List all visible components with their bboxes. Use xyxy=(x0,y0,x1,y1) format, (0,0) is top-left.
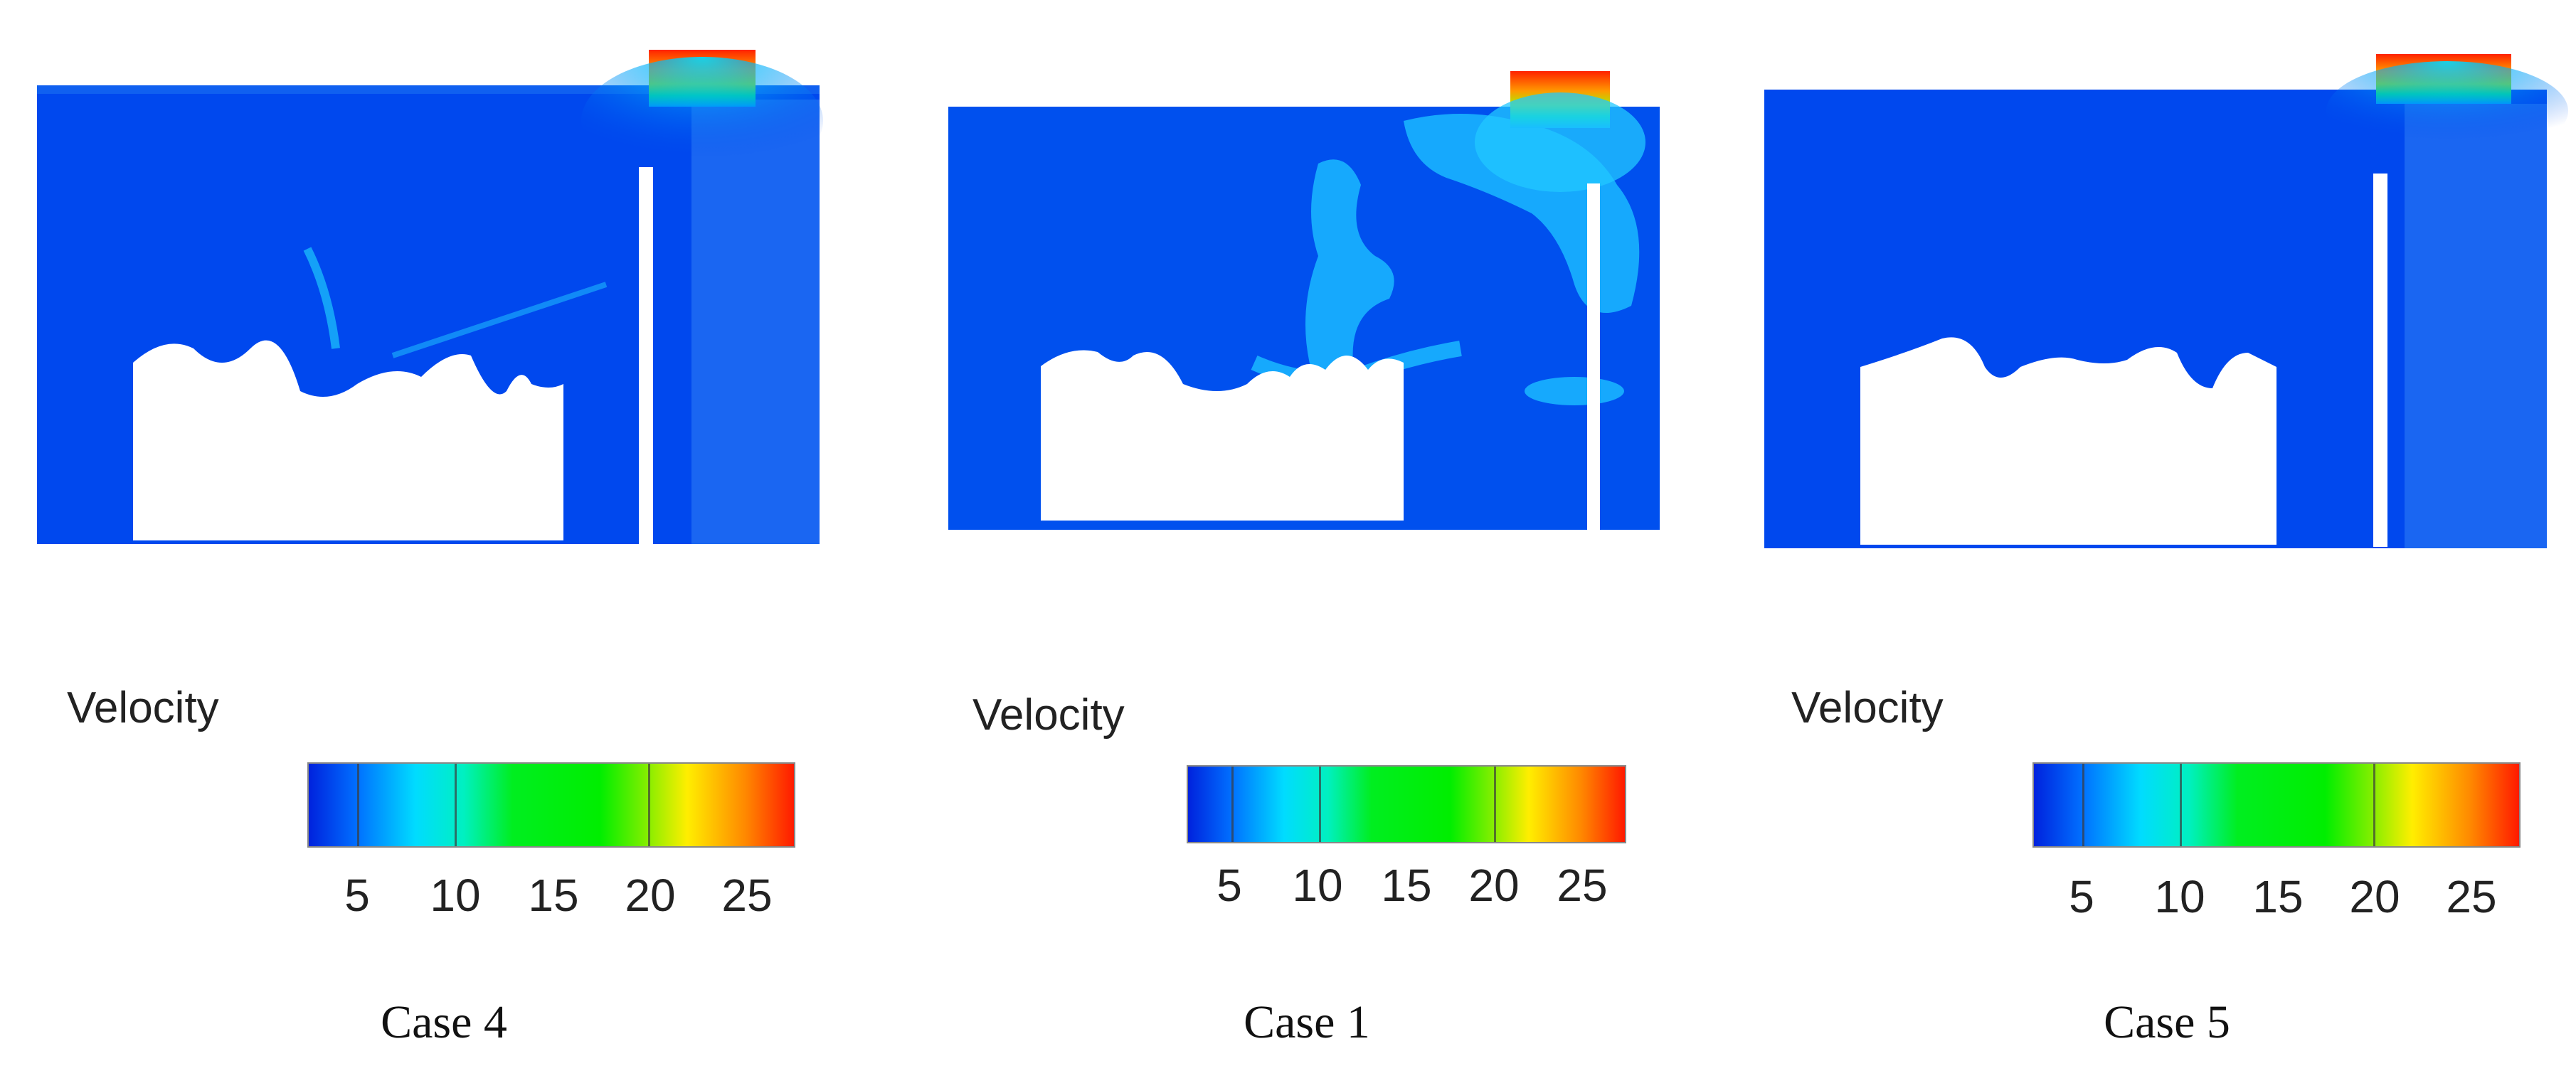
colorbar-tick xyxy=(1493,767,1496,842)
velocity-colorbar xyxy=(307,762,795,848)
colorbar-tick xyxy=(2179,764,2182,846)
case-label: Case 1 xyxy=(1244,996,1370,1048)
colorbar-tick-label: 10 xyxy=(430,870,481,921)
colorbar-tick-label: 20 xyxy=(1468,860,1520,911)
colorbar-tick xyxy=(1231,767,1234,842)
colorbar-tick xyxy=(454,764,457,846)
velocity-label: Velocity xyxy=(67,683,219,732)
velocity-colorbar xyxy=(1187,765,1626,843)
colorbar-tick xyxy=(648,764,651,846)
velocity-label: Velocity xyxy=(1791,683,1944,732)
colorbar-tick xyxy=(2082,764,2085,846)
colorbar-tick-label: 10 xyxy=(2154,871,2205,922)
colorbar-tick-label: 5 xyxy=(344,870,370,921)
colorbar-tick xyxy=(2373,764,2376,846)
panel-case-5: Velocity 5 10 15 20 25 Case 5 xyxy=(1717,0,2576,1088)
case-label: Case 4 xyxy=(381,996,507,1048)
velocity-contour-case-4 xyxy=(37,50,823,544)
velocity-colorbar xyxy=(2032,762,2521,848)
velocity-contour-case-5 xyxy=(1764,54,2568,548)
colorbar-tick-label: 5 xyxy=(1217,860,1242,911)
colorbar-tick xyxy=(1319,767,1322,842)
panel-case-4: Velocity 5 10 15 20 25 Case 4 xyxy=(0,0,859,1088)
colorbar-tick-label: 15 xyxy=(528,870,579,921)
panel-case-1: Velocity 5 10 15 20 25 Case 1 xyxy=(859,0,1717,1088)
colorbar-tick-label: 20 xyxy=(625,870,676,921)
colorbar-tick xyxy=(357,764,360,846)
case-label: Case 5 xyxy=(2104,996,2230,1048)
velocity-label: Velocity xyxy=(972,690,1125,740)
colorbar-tick-label: 10 xyxy=(1292,860,1343,911)
colorbar-tick-label: 25 xyxy=(1557,860,1608,911)
velocity-contour-case-1 xyxy=(948,71,1660,530)
colorbar-tick-label: 25 xyxy=(2446,871,2497,922)
colorbar-tick-label: 15 xyxy=(1381,860,1432,911)
colorbar-tick-label: 25 xyxy=(721,870,773,921)
colorbar-tick-label: 15 xyxy=(2252,871,2304,922)
colorbar-tick-label: 5 xyxy=(2069,871,2094,922)
colorbar-tick-label: 20 xyxy=(2349,871,2400,922)
